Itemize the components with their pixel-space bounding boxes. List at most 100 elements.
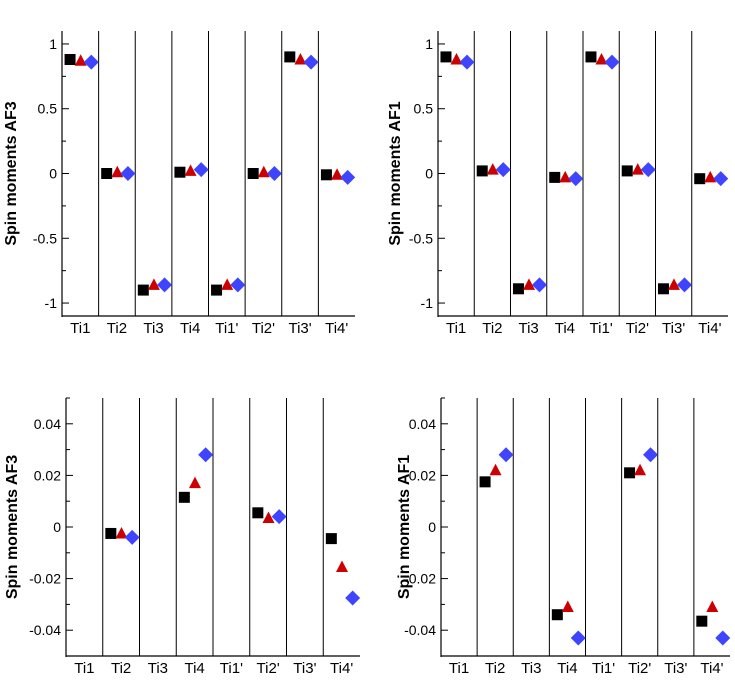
- data-point-triangle: [221, 278, 234, 290]
- y-tick-label: 0: [53, 519, 61, 535]
- category-label: Ti4': [700, 660, 723, 677]
- category-label: Ti2': [252, 320, 275, 337]
- y-tick-label: 0: [49, 166, 57, 182]
- category-label: Ti3': [293, 660, 316, 677]
- y-tick-label: -1: [45, 295, 58, 311]
- data-point-triangle: [489, 463, 502, 476]
- y-tick-label: 0.02: [409, 467, 436, 483]
- category-label: Ti1': [215, 320, 238, 337]
- data-point-square: [284, 51, 296, 63]
- data-point-square: [657, 283, 669, 295]
- data-point-square: [247, 168, 259, 179]
- data-point-square: [694, 173, 706, 185]
- data-point-diamond: [230, 277, 246, 293]
- data-point-diamond: [715, 630, 731, 646]
- data-point-diamond: [643, 447, 659, 463]
- category-label: Ti2': [628, 660, 651, 677]
- category-label: Ti4': [325, 320, 348, 337]
- data-point-diamond: [495, 162, 511, 178]
- data-point-diamond: [303, 54, 319, 70]
- data-point-triangle: [706, 600, 719, 612]
- panel-af1-full: -1 -0.5 0 0.5 1 Spin moments AF1 Ti1 Ti2 Ti3 Ti4 T…: [387, 31, 729, 337]
- data-point-square: [105, 527, 117, 539]
- y-axis-title: Spin moments AF3: [3, 101, 20, 245]
- data-point-square: [476, 165, 488, 177]
- category-label: Ti1: [446, 320, 466, 337]
- y-tick-label: -1: [421, 295, 434, 311]
- data-point-triangle: [335, 560, 348, 572]
- data-point-triangle: [147, 278, 160, 290]
- data-point-square: [325, 533, 337, 545]
- data-point-diamond: [677, 277, 692, 293]
- category-label: Ti3: [521, 660, 541, 677]
- data-point-square: [211, 284, 223, 296]
- data-point-diamond: [83, 54, 99, 70]
- category-label: Ti3': [664, 660, 687, 677]
- y-axis-title: Spin moments AF3: [4, 455, 21, 599]
- category-label: Ti1': [220, 660, 243, 677]
- category-label: Ti2': [626, 320, 649, 337]
- data-point-diamond: [120, 166, 136, 181]
- category-label: Ti1: [449, 660, 469, 677]
- category-label: Ti4': [698, 320, 721, 337]
- data-point-diamond: [532, 277, 547, 293]
- data-point-diamond: [568, 171, 584, 187]
- data-point-triangle: [704, 170, 717, 183]
- data-point-triangle: [634, 463, 647, 476]
- y-tick-label: 0.5: [38, 101, 58, 117]
- y-tick-label: 0: [425, 166, 433, 182]
- y-tick-label: -0.5: [33, 230, 57, 246]
- data-point-triangle: [74, 54, 87, 66]
- data-point-square: [549, 171, 561, 183]
- data-point-diamond: [198, 447, 214, 463]
- category-label: Ti3: [143, 320, 163, 337]
- y-tick-label: 0.5: [414, 101, 434, 117]
- data-point-square: [696, 615, 708, 627]
- category-label: Ti1': [590, 320, 613, 337]
- category-label: Ti4: [180, 320, 200, 337]
- y-tick-label: 0.04: [409, 416, 436, 432]
- category-label: Ti4: [555, 320, 575, 337]
- data-point-square: [174, 166, 186, 178]
- panel-af3-full: -1 -0.5 0 0.5 1 Spin moments AF3 Ti1 Ti2 Ti3 Ti4 T…: [3, 31, 356, 337]
- panel-af3-zoom: -0.04 -0.02 0 0.02 0.04 Spin moments AF3 Ti1 Ti…: [4, 397, 361, 677]
- category-label: Ti1: [70, 320, 90, 337]
- data-point-triangle: [450, 53, 463, 65]
- data-point-triangle: [331, 168, 344, 180]
- data-point-triangle: [631, 163, 644, 175]
- panel-af1-zoom: -0.04 -0.02 0 0.02 0.04 Spin moments AF1 Ti1 Ti…: [396, 397, 731, 677]
- y-tick-label: -0.04: [404, 622, 436, 638]
- data-point-diamond: [459, 54, 475, 70]
- data-point-triangle: [257, 165, 270, 178]
- y-tick-label: 0: [428, 519, 436, 535]
- category-label: Ti2': [257, 660, 280, 677]
- data-point-triangle: [262, 511, 275, 523]
- category-label: Ti4': [330, 660, 353, 677]
- data-point-diamond: [570, 630, 586, 646]
- y-tick-label: -0.5: [409, 230, 433, 246]
- category-label: Ti3': [662, 320, 685, 337]
- data-point-diamond: [604, 54, 620, 70]
- data-point-diamond: [640, 162, 656, 178]
- category-label: Ti2: [107, 320, 127, 337]
- category-label: Ti3': [288, 320, 311, 337]
- data-point-triangle: [561, 600, 574, 612]
- data-point-diamond: [271, 509, 287, 525]
- data-point-triangle: [486, 163, 499, 175]
- data-point-square: [551, 609, 563, 621]
- y-tick-label: -0.04: [29, 622, 61, 638]
- data-point-square: [178, 491, 190, 503]
- data-point-square: [512, 283, 524, 295]
- data-point-square: [440, 51, 452, 63]
- y-axis-title: Spin moments AF1: [387, 101, 404, 245]
- data-point-diamond: [157, 277, 173, 293]
- y-axis-title: Spin moments AF1: [396, 455, 413, 599]
- y-tick-label: -0.02: [404, 571, 436, 587]
- data-point-diamond: [498, 447, 514, 463]
- data-point-diamond: [124, 529, 140, 545]
- data-point-square: [621, 165, 633, 177]
- category-label: Ti4: [557, 660, 577, 677]
- data-point-diamond: [345, 590, 361, 606]
- data-point-triangle: [294, 53, 307, 65]
